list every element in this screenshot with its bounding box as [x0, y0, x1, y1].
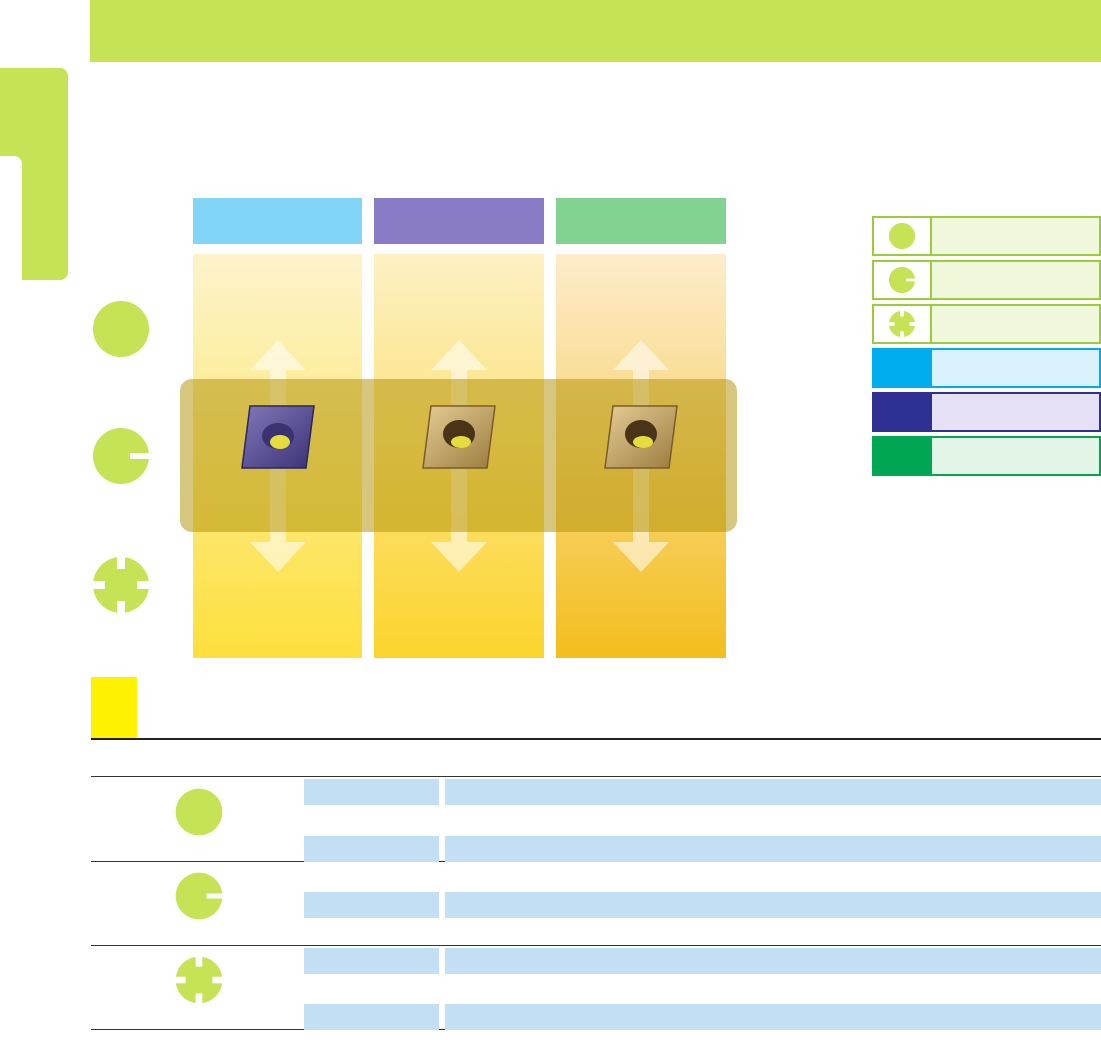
gold-insert-icon: [422, 405, 496, 469]
grade-column-header-3: [556, 198, 726, 244]
table-cell: [445, 807, 1101, 833]
side-tab-notch: [0, 156, 22, 280]
legend-label: [932, 306, 1099, 342]
table-cell: [304, 976, 439, 1002]
table-cell: [304, 892, 439, 918]
legend-item-solid-circle: [872, 216, 1101, 256]
legend-item-blue: [872, 348, 1101, 388]
purple-insert-icon: [241, 405, 315, 469]
legend-label: [932, 438, 1099, 474]
table-cell: [445, 948, 1101, 974]
legend-swatch-green: [874, 438, 932, 474]
legend-symbol-cell: [874, 218, 932, 254]
table-cell: [304, 1004, 439, 1030]
table-cell: [304, 864, 439, 890]
legend-swatch-blue: [874, 350, 932, 386]
table-cell: [304, 807, 439, 833]
table-cell: [445, 1004, 1101, 1030]
section-rule: [91, 738, 1101, 740]
cross-notched-circle-icon: [888, 310, 916, 338]
table-cell: [304, 920, 439, 946]
table-cell: [445, 976, 1101, 1002]
legend-item-green: [872, 436, 1101, 476]
notched-circle-icon: [91, 426, 151, 486]
legend-symbol-cell: [874, 306, 932, 342]
notched-circle-icon: [174, 871, 224, 921]
legend-swatch-navy: [874, 394, 932, 430]
table-cell: [304, 779, 439, 805]
cross-notched-circle-icon: [91, 555, 151, 615]
table-cell: [445, 864, 1101, 890]
legend-label: [932, 262, 1099, 298]
table-group-rule: [91, 945, 1101, 946]
legend-label: [932, 394, 1099, 430]
solid-circle-icon: [174, 787, 224, 837]
legend-label: [932, 350, 1099, 386]
legend-label: [932, 218, 1099, 254]
header-band: [90, 0, 1101, 62]
legend-item-navy: [872, 392, 1101, 432]
table-top-rule: [91, 776, 1101, 777]
table-cell: [304, 948, 439, 974]
table-cell: [445, 779, 1101, 805]
legend-item-notched-circle: [872, 260, 1101, 300]
legend-item-cross-notched-circle: [872, 304, 1101, 344]
grade-column-header-2: [374, 198, 544, 244]
solid-circle-icon: [91, 299, 151, 359]
gold-insert-icon: [604, 405, 678, 469]
section-marker: [91, 677, 137, 738]
notched-circle-icon: [888, 266, 916, 294]
solid-circle-icon: [888, 222, 916, 250]
grade-column-header-1: [193, 198, 362, 244]
table-cell: [304, 836, 439, 862]
table-cell: [445, 836, 1101, 862]
table-cell: [445, 892, 1101, 918]
table-cell: [445, 920, 1101, 946]
legend-symbol-cell: [874, 262, 932, 298]
cross-notched-circle-icon: [174, 955, 224, 1005]
